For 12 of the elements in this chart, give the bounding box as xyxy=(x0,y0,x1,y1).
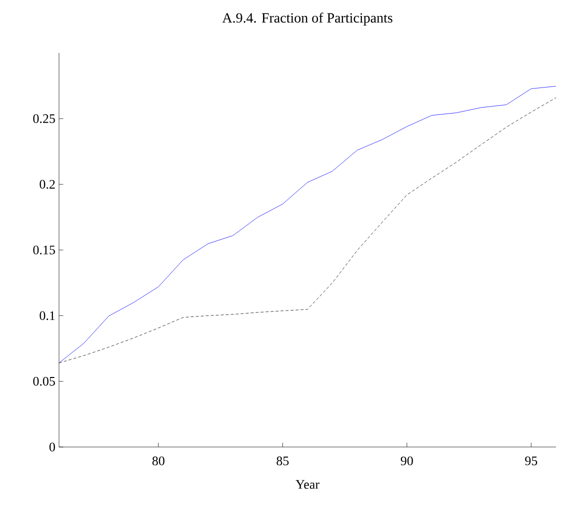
y-tick-label: 0 xyxy=(49,442,55,452)
x-tick-label: 85 xyxy=(276,456,289,466)
chart-title: A.9.4. Fraction of Participants xyxy=(222,12,392,26)
x-axis-title: Year xyxy=(296,480,320,489)
x-tick-label: 90 xyxy=(400,456,413,466)
y-tick-label: 0.1 xyxy=(40,311,55,320)
y-tick-label: 0.2 xyxy=(40,180,55,189)
y-tick-label: 0.25 xyxy=(33,114,55,124)
y-tick-label: 0.15 xyxy=(33,246,55,254)
x-tick-label: 95 xyxy=(525,456,538,466)
y-tick-label: 0.05 xyxy=(33,376,55,386)
x-tick-label: 80 xyxy=(152,456,164,466)
